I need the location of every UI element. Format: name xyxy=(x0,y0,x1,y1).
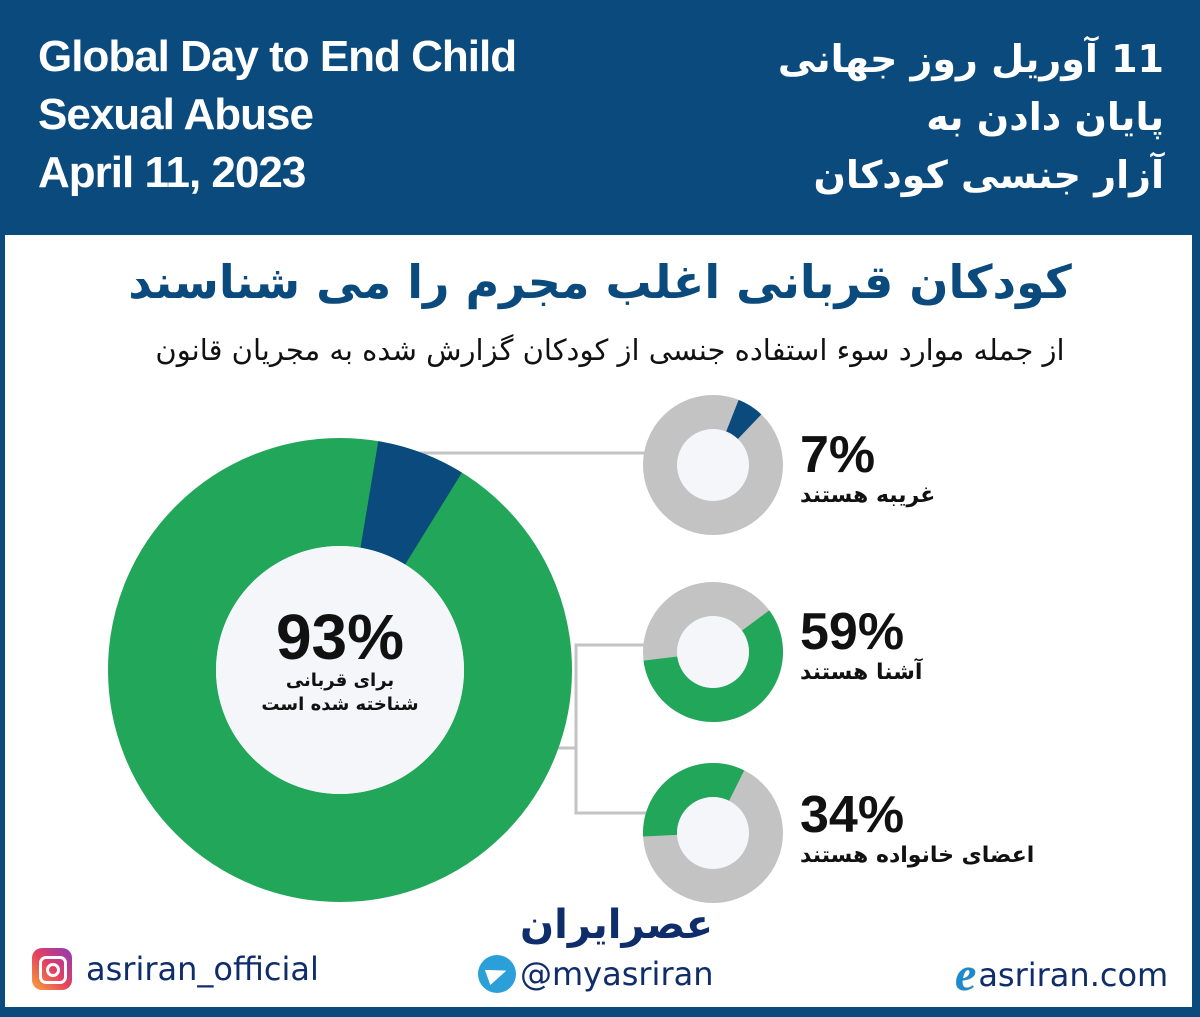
stat-percentage: 34% xyxy=(800,786,905,844)
telegram-icon xyxy=(478,955,516,993)
telegram-handle: @myasriran xyxy=(520,955,714,993)
stat-label: اعضای خانواده هستند xyxy=(800,843,1035,868)
brand-logo: عصرایران xyxy=(520,902,714,948)
main-caption-line-1: برای قربانی xyxy=(285,670,395,691)
subheadline: از جمله موارد سوء استفاده جنسی از کودکان… xyxy=(155,333,1065,367)
website-url: asriran.com xyxy=(978,956,1169,994)
stat-family: 34% اعضای خانواده هستند xyxy=(800,788,1034,870)
main-percentage: 93% xyxy=(275,601,405,673)
english-title-line-2: Sexual Abuse xyxy=(38,90,314,139)
instagram-handle: asriran_official xyxy=(86,950,319,988)
telegram-link[interactable]: @myasriran xyxy=(478,955,713,993)
stat-label: غریبه هستند xyxy=(800,483,936,508)
stat-strangers: 7% غریبه هستند xyxy=(800,428,935,510)
stat-percentage: 7% xyxy=(800,426,876,484)
website-link[interactable]: e asriran.com xyxy=(955,948,1169,1001)
main-caption-line-2: شناخته شده است xyxy=(261,694,419,715)
stat-label: آشنا هستند xyxy=(800,660,923,685)
persian-title-line-1: 11 آوریل روز جهانی xyxy=(777,37,1164,81)
persian-title-line-2: پایان دادن به xyxy=(926,95,1164,139)
english-title-line-1: Global Day to End Child xyxy=(38,32,517,81)
persian-title-line-3: آزار جنسی کودکان xyxy=(813,153,1165,197)
donut-strangers xyxy=(643,395,783,535)
english-title: Global Day to End Child Sexual Abuse Apr… xyxy=(38,28,517,202)
browser-e-icon: e xyxy=(955,948,977,1001)
donut-family xyxy=(643,762,783,903)
stat-percentage: 59% xyxy=(800,603,905,661)
donut-acquaintances xyxy=(643,582,784,723)
main-donut xyxy=(108,438,572,902)
stat-acquaintances: 59% آشنا هستند xyxy=(800,605,922,687)
header-banner: Global Day to End Child Sexual Abuse Apr… xyxy=(0,0,1200,234)
instagram-link[interactable]: asriran_official xyxy=(32,948,319,990)
persian-title: 11 آوریل روز جهانی پایان دادن به آزار جن… xyxy=(778,30,1164,204)
english-title-date: April 11, 2023 xyxy=(38,148,306,197)
main-donut-label: 93% برای قربانی شناخته شده است xyxy=(205,605,475,717)
instagram-icon xyxy=(32,948,72,990)
headline: کودکان قربانی اغلب مجرم را می شناسند xyxy=(128,255,1072,309)
